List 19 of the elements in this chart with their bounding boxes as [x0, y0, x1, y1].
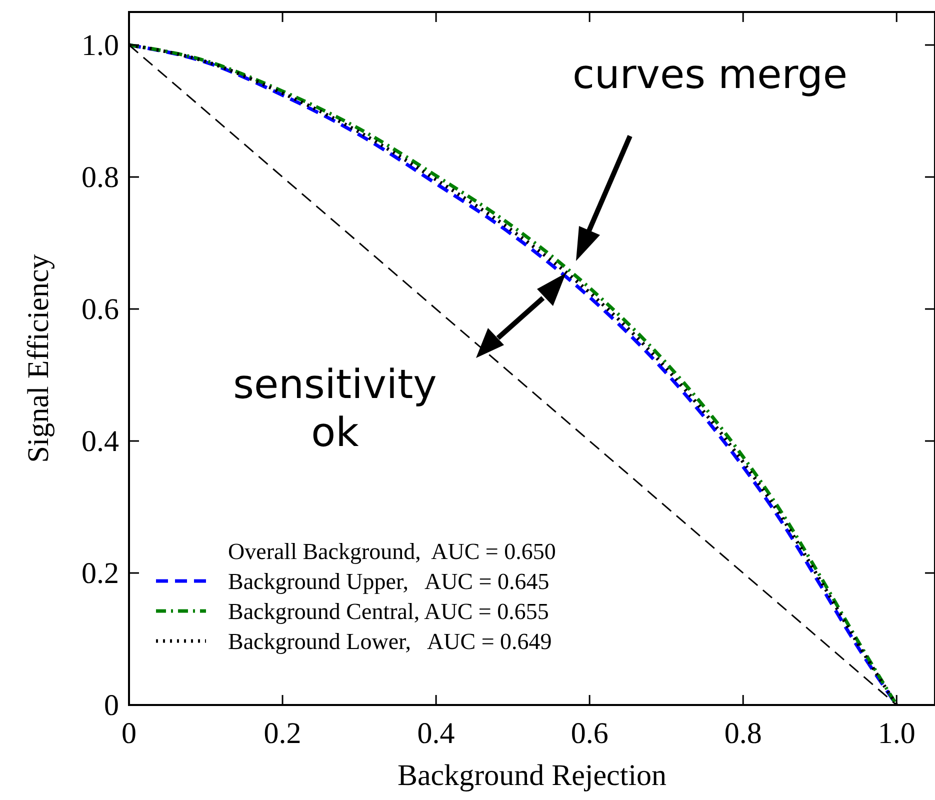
y-tick-label: 0.2: [82, 557, 119, 590]
x-tick-label: 1.0: [878, 717, 916, 750]
x-tick-label: 0.6: [570, 717, 608, 750]
x-tick-label: 0.4: [417, 717, 455, 750]
x-axis-title: Background Rejection: [397, 759, 667, 792]
legend-label: Background Lower, AUC = 0.649: [228, 629, 552, 654]
y-tick-label: 0: [104, 689, 119, 722]
annotation: curves merge: [572, 52, 848, 98]
x-tick-label: 0.8: [724, 717, 762, 750]
y-tick-label: 0.8: [82, 161, 119, 194]
y-tick-label: 0.4: [82, 425, 119, 458]
y-tick-label: 0.6: [82, 293, 119, 326]
x-tick-label: 0.2: [264, 717, 302, 750]
annotation: sensitivity ok: [233, 362, 437, 456]
legend-label: Background Central, AUC = 0.655: [228, 599, 549, 624]
y-tick-label: 1.0: [82, 29, 119, 62]
y-axis-title: Signal Efficiency: [22, 254, 55, 463]
legend-label: Background Upper, AUC = 0.645: [228, 569, 550, 594]
legend-title: Overall Background, AUC = 0.650: [228, 539, 556, 564]
